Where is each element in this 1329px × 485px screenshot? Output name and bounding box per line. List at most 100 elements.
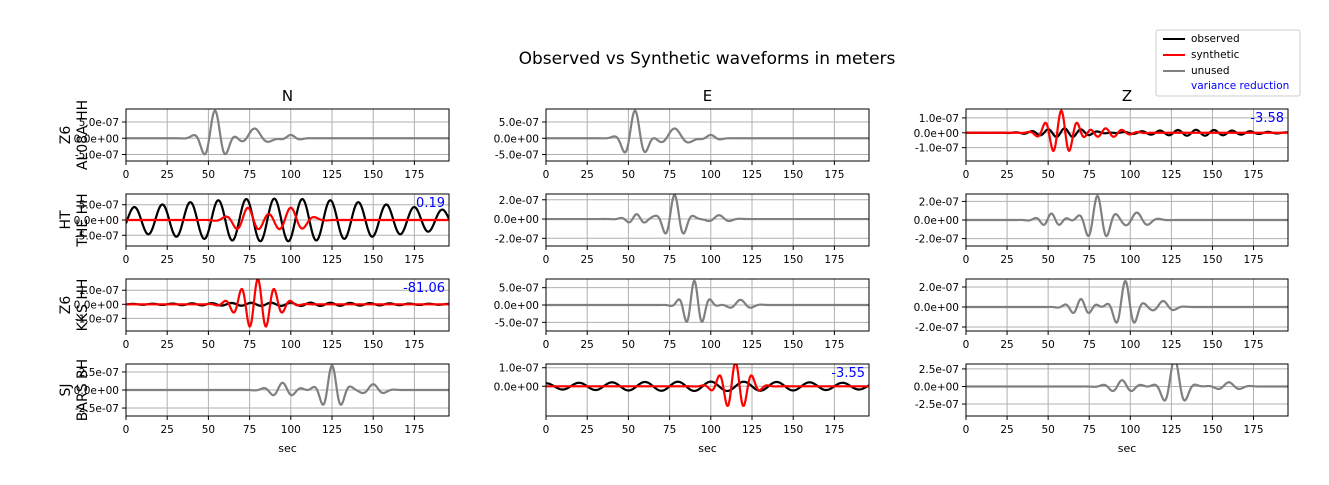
- x-tick-label: 0: [543, 339, 550, 351]
- row-label-network: HT: [58, 210, 74, 230]
- observed-trace: [126, 197, 449, 243]
- axes-frame: [965, 363, 1289, 417]
- y-tick-label: -5.0e-07: [75, 150, 119, 162]
- y-tick-label: 2.0e-07: [919, 282, 959, 294]
- x-tick-label: 175: [1243, 339, 1263, 351]
- y-tick-label: 0.0e+00: [494, 133, 539, 145]
- x-tick-label: 125: [322, 169, 342, 181]
- row-label-station: THE HH: [75, 193, 91, 247]
- panel: 0 25 50 75 100 125 150 175 1.0e-07 0.0e+00 -1.0e-0…: [74, 278, 450, 351]
- x-tick-label: 50: [622, 424, 635, 436]
- x-tick-label: 75: [663, 424, 676, 436]
- x-tick-label: 25: [1000, 254, 1013, 266]
- x-tick-label: 125: [742, 169, 762, 181]
- x-tick-label: 125: [1161, 254, 1181, 266]
- x-tick-label: 150: [1202, 169, 1222, 181]
- unused-trace: [546, 109, 869, 154]
- axes-frame: [965, 278, 1289, 332]
- x-tick-label: 75: [663, 339, 676, 351]
- x-tick-label: 150: [783, 254, 803, 266]
- panel: 0 25 50 75 100 125 150 175 2.5e-07 0.0e+00 -2.5e-0…: [74, 363, 450, 436]
- x-tick-label: 75: [663, 254, 676, 266]
- x-axis-label: sec: [1118, 442, 1137, 455]
- y-tick-label: 5.0e-07: [79, 200, 119, 212]
- variance-reduction-label: -3.55: [831, 366, 865, 381]
- x-tick-label: 25: [581, 424, 594, 436]
- x-tick-label: 25: [1000, 424, 1013, 436]
- x-tick-label: 150: [363, 424, 383, 436]
- row-label-station: BARS BH: [75, 359, 91, 421]
- y-tick-label: -2.5e-07: [915, 399, 959, 411]
- traces: [966, 364, 1288, 402]
- x-tick-label: 125: [1161, 339, 1181, 351]
- x-tick-label: 175: [404, 254, 424, 266]
- y-tick-label: 5.0e-07: [499, 117, 539, 129]
- y-tick-label: -1.0e-07: [75, 313, 119, 325]
- x-tick-label: 50: [622, 254, 635, 266]
- panel: 0 25 50 75 100 125 150 175 2.0e-07 0.0e+00 -2.0e-0…: [494, 193, 870, 266]
- figure-title: Observed vs Synthetic waveforms in meter…: [519, 49, 896, 69]
- y-tick-label: 2.0e-07: [499, 195, 539, 207]
- y-tick-label: 2.5e-07: [919, 364, 959, 376]
- variance-reduction-label: -81.06: [403, 281, 445, 296]
- unused-trace: [126, 109, 449, 156]
- x-tick-label: 150: [363, 254, 383, 266]
- y-tick-label: -5.0e-07: [495, 150, 539, 162]
- y-tick-label: 0.0e+00: [914, 215, 959, 227]
- x-tick-label: 25: [161, 339, 174, 351]
- y-tick-label: 0.0e+00: [74, 133, 119, 145]
- y-tick-label: 1.0e-07: [499, 363, 539, 375]
- x-tick-label: 25: [161, 169, 174, 181]
- axes-frame: [545, 193, 870, 247]
- x-tick-label: 50: [1041, 254, 1054, 266]
- y-tick-label: 0.0e+00: [494, 300, 539, 312]
- x-tick-label: 25: [161, 254, 174, 266]
- row-label-station: AL08A HH: [75, 100, 91, 170]
- y-tick-label: 5.0e-07: [79, 117, 119, 129]
- x-tick-label: 75: [243, 424, 256, 436]
- x-tick-label: 0: [543, 254, 550, 266]
- y-tick-label: -2.0e-07: [495, 233, 539, 245]
- observed-trace: [546, 380, 869, 393]
- x-tick-label: 25: [581, 254, 594, 266]
- unused-trace: [966, 364, 1288, 402]
- panel: 0 25 50 75 100 125 150 175 5.0e-07 0.0e+00 -5.0e-0…: [494, 108, 870, 181]
- x-tick-label: 50: [1041, 339, 1054, 351]
- row-label-network: SJ: [58, 383, 74, 396]
- x-tick-label: 100: [1120, 254, 1140, 266]
- panel: 0 25 50 75 100 125 150 175 2.0e-07 0.0e+00 -2.0e-0…: [914, 278, 1289, 351]
- unused-trace: [966, 194, 1288, 238]
- panel-grid: 0 25 50 75 100 125 150 175 5.0e-07 0.0e+00 -5.0e-0…: [74, 108, 1289, 436]
- panel: 0 25 50 75 100 125 150 175 5.0e-07 0.0e+00 -5.0e-0…: [74, 108, 450, 181]
- x-tick-label: 50: [202, 424, 215, 436]
- x-tick-label: 125: [742, 254, 762, 266]
- x-tick-label: 175: [404, 169, 424, 181]
- x-tick-label: 0: [543, 169, 550, 181]
- x-tick-label: 0: [963, 424, 970, 436]
- x-tick-label: 50: [202, 169, 215, 181]
- x-tick-label: 150: [363, 169, 383, 181]
- y-tick-label: -2.0e-07: [915, 322, 959, 334]
- x-tick-label: 25: [581, 339, 594, 351]
- y-tick-label: 0.0e+00: [74, 215, 119, 227]
- column-title-e: E: [703, 87, 712, 105]
- traces: [546, 194, 869, 235]
- axes-frame: [125, 108, 450, 162]
- x-tick-label: 50: [1041, 169, 1054, 181]
- x-tick-label: 100: [281, 254, 301, 266]
- traces: [966, 109, 1288, 152]
- x-tick-label: 100: [281, 169, 301, 181]
- x-tick-label: 75: [243, 169, 256, 181]
- unused-trace: [966, 279, 1288, 324]
- x-tick-label: 150: [1202, 424, 1222, 436]
- legend-variance-reduction-label: variance reduction: [1191, 80, 1289, 92]
- row-label-network: Z6: [58, 126, 74, 145]
- traces: [966, 194, 1288, 238]
- x-tick-label: 150: [783, 424, 803, 436]
- unused-trace: [546, 279, 869, 323]
- traces: [126, 279, 449, 328]
- x-tick-label: 25: [1000, 339, 1013, 351]
- axes-frame: [125, 278, 450, 332]
- x-tick-label: 75: [1083, 169, 1096, 181]
- x-tick-label: 125: [322, 339, 342, 351]
